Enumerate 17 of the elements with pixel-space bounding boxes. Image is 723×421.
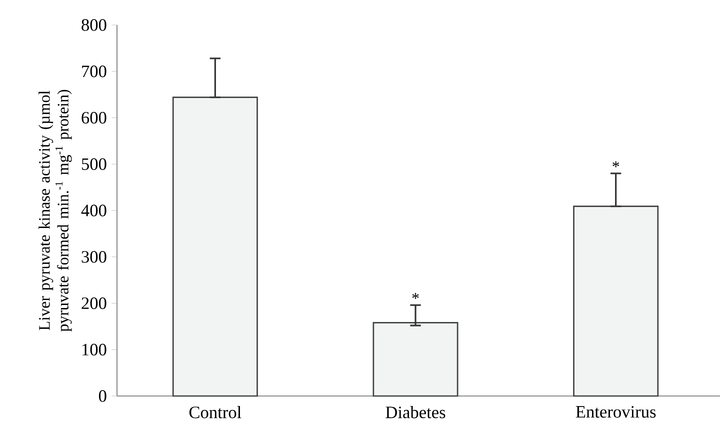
y-tick-label: 200 [82, 297, 106, 310]
bar [172, 96, 258, 397]
x-tick-label: Enterovirus [576, 406, 656, 418]
y-tick-label: 700 [82, 66, 106, 78]
y-tick-label: 0 [98, 390, 106, 402]
bar [372, 322, 458, 397]
bar [573, 206, 659, 397]
y-tick-label: 500 [82, 158, 106, 170]
x-tick-label: Control [189, 406, 242, 418]
y-tick-label: 300 [82, 251, 106, 263]
y-tick-label: 400 [81, 204, 106, 216]
annotation: * [412, 293, 419, 299]
x-tick-label: Diabetes [386, 406, 446, 418]
y-tick-label: 800 [82, 19, 106, 31]
y-tick-label: 100 [82, 344, 106, 356]
annotation: * [612, 161, 620, 168]
y-tick-label: 600 [82, 112, 106, 124]
